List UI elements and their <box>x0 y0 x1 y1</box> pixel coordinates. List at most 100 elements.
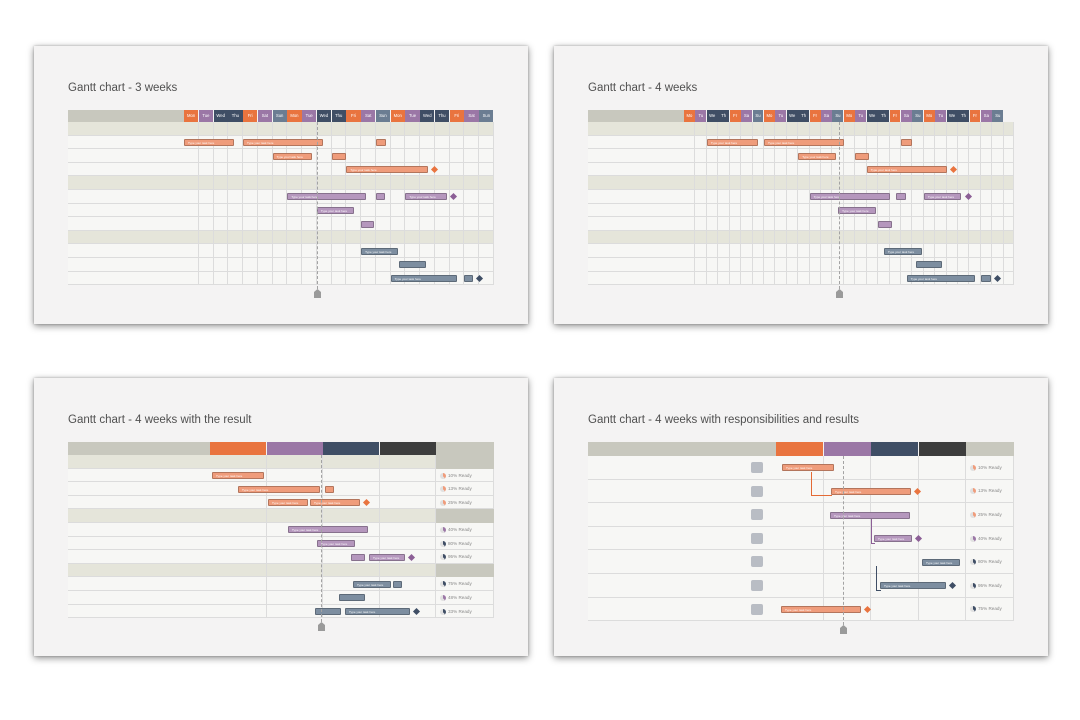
day-header: Su <box>832 110 844 122</box>
task-bar: Type your task here <box>883 247 922 255</box>
task-bar: Type your task here <box>288 526 368 534</box>
bar-label: Type your task here <box>710 140 738 145</box>
result-label: 75% Ready <box>978 606 1002 612</box>
header-period <box>154 442 210 455</box>
week-header <box>871 442 918 456</box>
day-column-line <box>450 122 465 286</box>
bar-label: Type your task here <box>802 154 829 159</box>
day-header: Thu <box>331 110 346 122</box>
bar-label: Type your task here <box>276 154 303 159</box>
day-column-line <box>214 122 229 286</box>
day-column-line <box>764 122 776 286</box>
today-marker-icon <box>840 625 847 635</box>
result-label: 75% Ready <box>448 581 472 587</box>
bar-label: Type your task here <box>394 276 421 281</box>
day-header: Th <box>958 110 969 122</box>
day-header: Wed <box>316 110 332 122</box>
header-result <box>436 442 494 455</box>
today-marker-icon <box>836 289 844 299</box>
responsible-avatar-icon <box>751 580 763 591</box>
result-value: 95% Ready <box>970 582 1002 589</box>
result-label: 25% Ready <box>448 500 472 506</box>
week-column-line <box>267 455 323 619</box>
task-bar: Type your task here <box>781 605 861 613</box>
day-header: We <box>786 110 798 122</box>
result-value: 80% Ready <box>970 559 1002 566</box>
day-column-line <box>332 122 347 286</box>
day-column-line <box>901 122 913 286</box>
day-column-line <box>405 122 421 286</box>
slide-title: Gantt chart - 3 weeks <box>68 82 178 94</box>
result-label: 10% Ready <box>978 465 1002 471</box>
bar-label: Type your task here <box>365 249 392 254</box>
bar-label: Type your task here <box>927 195 955 200</box>
bar-label: Type your task here <box>878 537 905 542</box>
responsible-avatar-icon <box>751 556 763 568</box>
progress-pie-icon <box>440 540 446 547</box>
week-column-line <box>380 455 436 619</box>
task-bar <box>464 274 474 282</box>
task-bar: Type your task here <box>345 607 410 615</box>
task-row <box>588 574 1014 598</box>
task-bar <box>896 193 906 201</box>
day-header: We <box>866 110 878 122</box>
day-header: Sa <box>821 110 832 122</box>
dependency-connector <box>876 566 881 591</box>
result-label: 95% Ready <box>978 583 1002 589</box>
task-bar: Type your task here <box>184 138 235 146</box>
bar-label: Type your task here <box>409 195 436 200</box>
bar-label: Type your task here <box>884 584 911 589</box>
day-header: Fri <box>243 110 258 122</box>
day-header: Th <box>718 110 730 122</box>
result-label: 13% Ready <box>978 488 1002 494</box>
week-column-line <box>776 456 824 622</box>
result-label: 10% Ready <box>448 472 472 478</box>
task-bar: Type your task here <box>866 166 947 174</box>
bar-label: Type your task here <box>292 528 319 533</box>
header-period <box>648 110 684 122</box>
task-bar: Type your task here <box>390 274 458 282</box>
result-value: 13% Ready <box>440 486 472 493</box>
week-column-line <box>824 456 871 622</box>
task-row <box>588 479 1014 504</box>
day-column-line <box>741 122 753 286</box>
slide-gantt-4-weeks-result: Gantt chart - 4 weeks with the result 10… <box>34 378 528 656</box>
day-column-line <box>695 122 707 286</box>
day-header: Fr <box>729 110 741 122</box>
progress-pie-icon <box>440 581 446 588</box>
today-line <box>321 455 322 623</box>
progress-pie-icon <box>970 512 976 518</box>
result-value: 33% Ready <box>440 608 472 615</box>
bar-label: Type your task here <box>314 501 341 506</box>
day-column-line <box>981 122 993 286</box>
day-column-line <box>479 122 494 286</box>
bar-label: Type your task here <box>272 501 299 506</box>
week-header <box>823 442 871 456</box>
day-column-line <box>867 122 879 286</box>
day-header: Thu <box>228 110 243 122</box>
result-value: 48% Ready <box>440 595 472 601</box>
result-total <box>436 509 494 523</box>
day-column-line <box>810 122 822 286</box>
header-period <box>682 442 738 456</box>
day-column-line <box>753 122 764 286</box>
bar-label: Type your task here <box>247 140 274 145</box>
day-column-line <box>302 122 317 286</box>
slide-gantt-3-weeks: Gantt chart - 3 weeks Mon Tue Wed Thu Fri Sat… <box>34 46 528 324</box>
day-header: We <box>706 110 718 122</box>
day-column-line <box>317 122 332 286</box>
task-bar <box>331 152 347 160</box>
header-task <box>588 110 648 122</box>
day-header: Su <box>912 110 924 122</box>
task-bar: Type your task here <box>405 193 447 201</box>
task-bar <box>878 220 892 228</box>
bar-label: Type your task here <box>834 513 861 518</box>
task-row <box>588 550 1014 574</box>
progress-pie-icon <box>440 527 446 533</box>
result-label: 80% Ready <box>978 559 1002 565</box>
header-responsible <box>738 442 776 456</box>
responsible-avatar-icon <box>751 532 763 544</box>
day-column-line <box>273 122 288 286</box>
result-value: 10% Ready <box>970 464 1002 471</box>
day-column-line <box>821 122 833 286</box>
